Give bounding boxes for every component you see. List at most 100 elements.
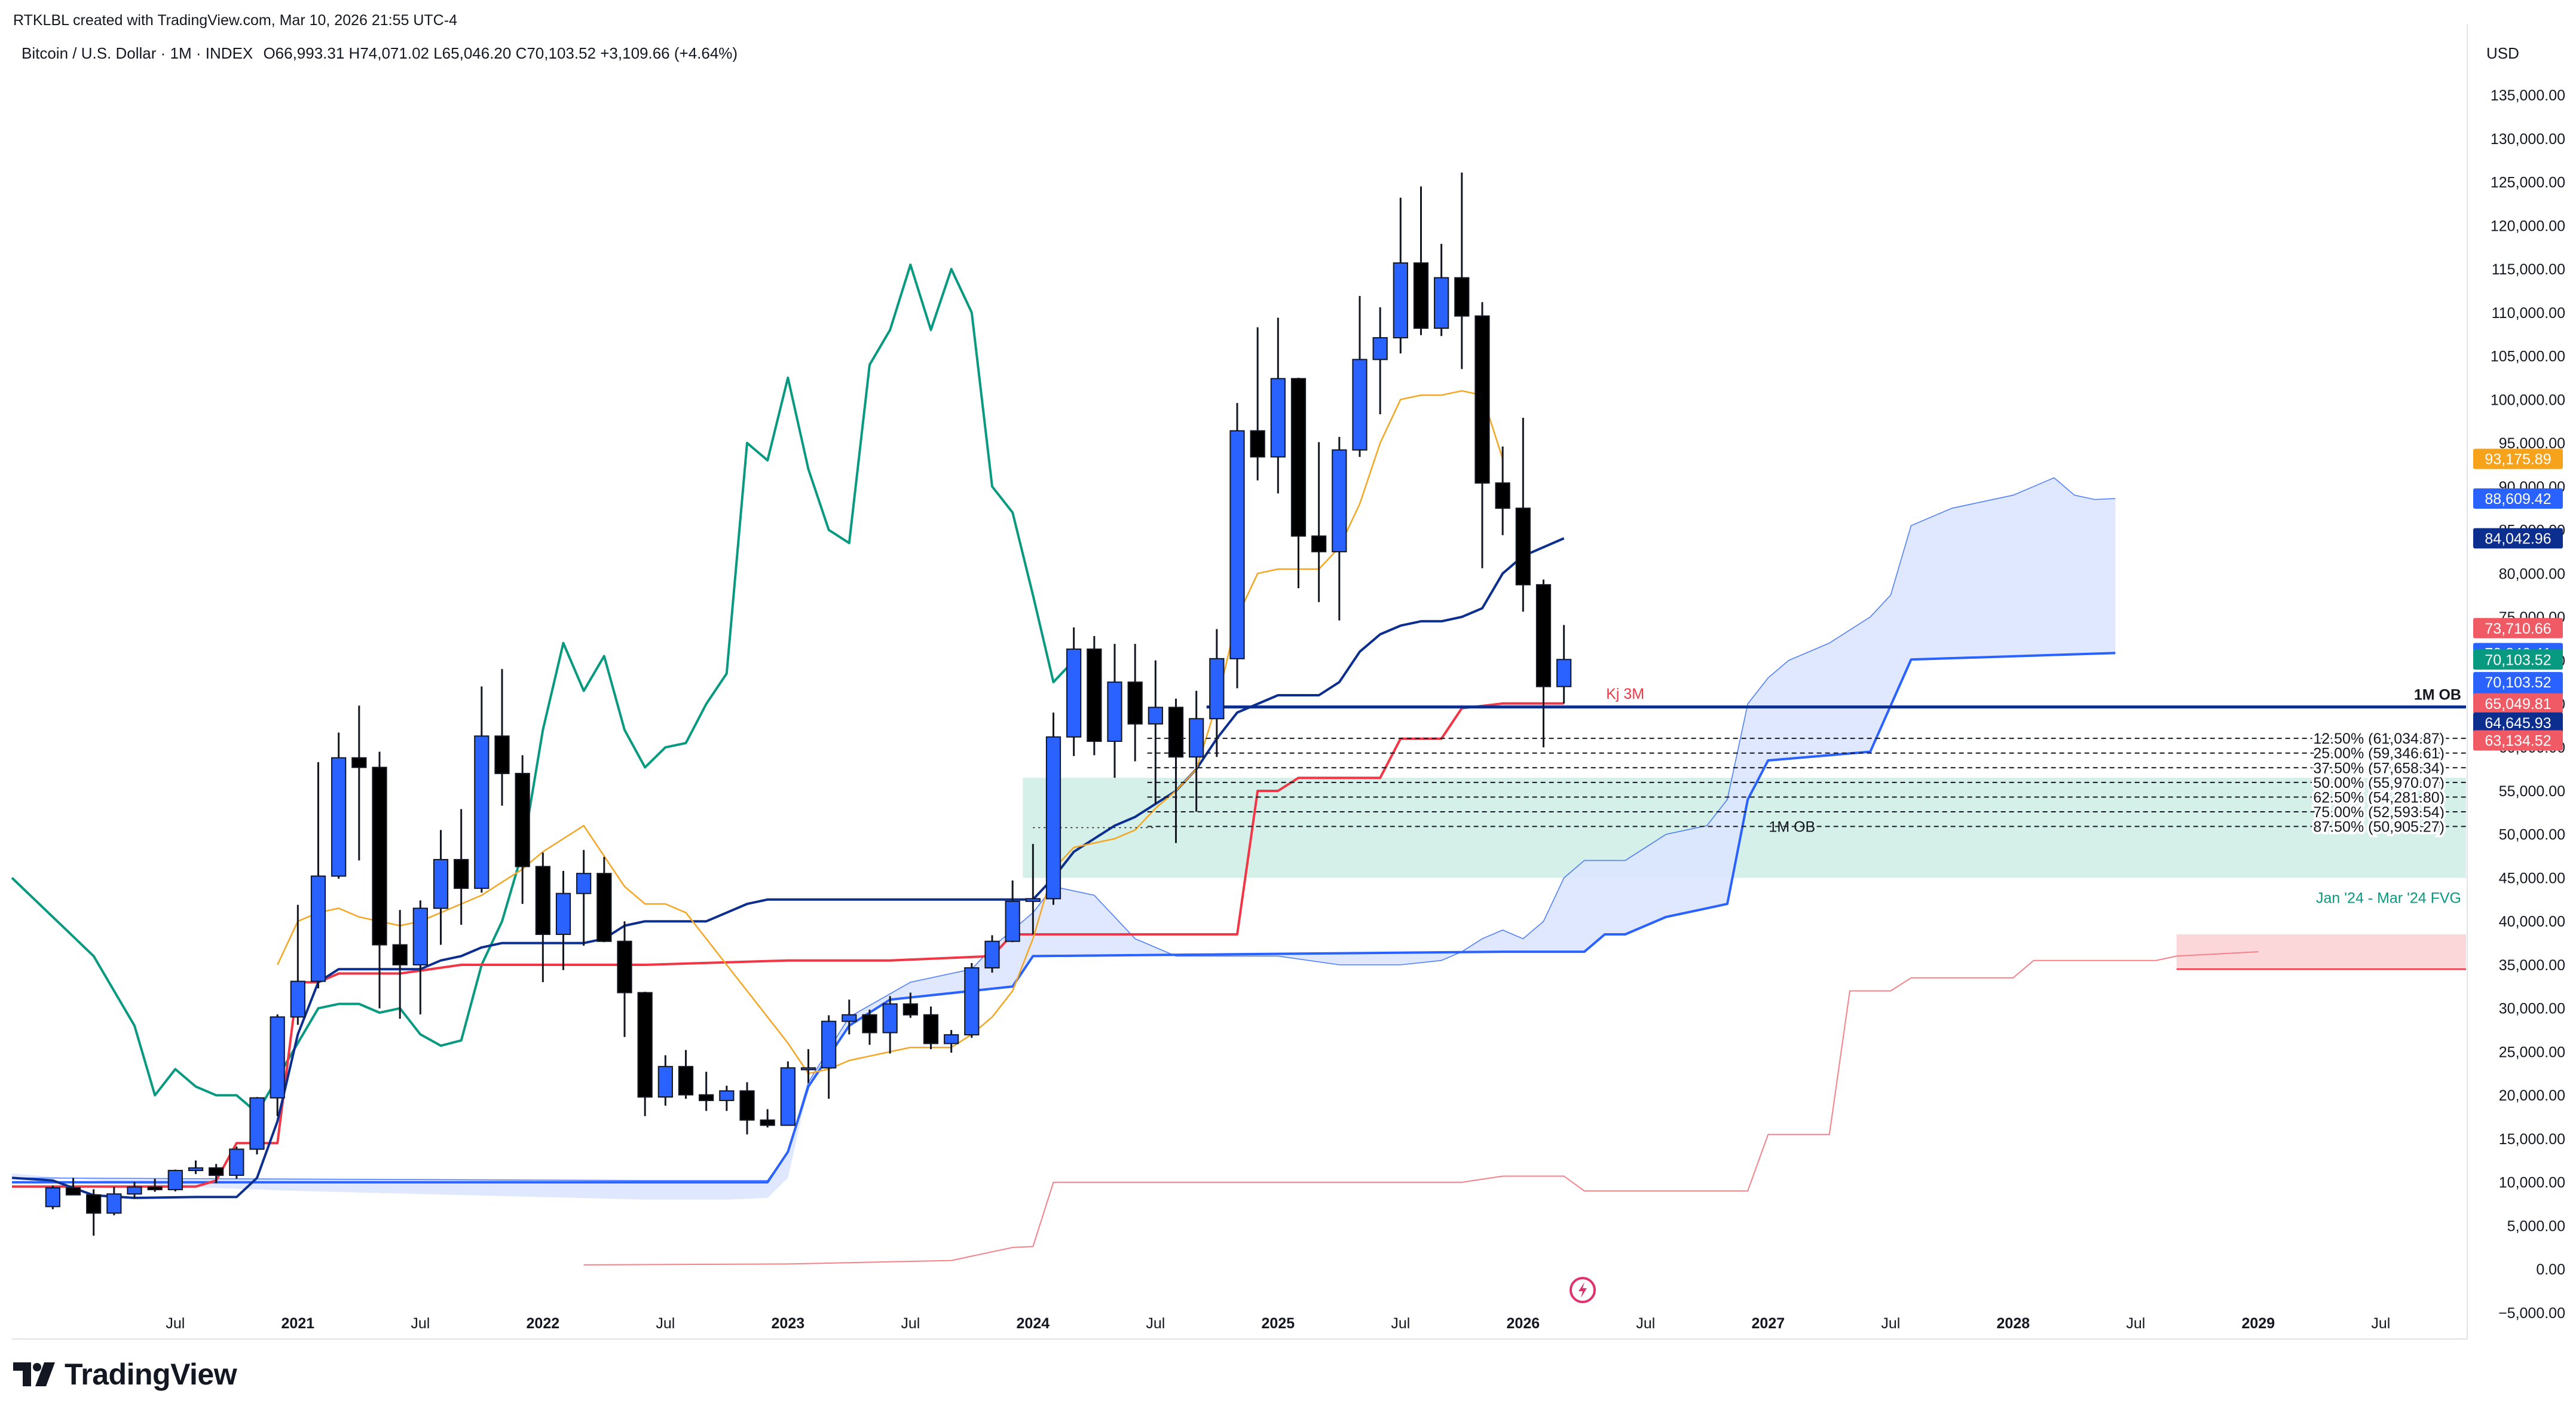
candle[interactable] [392,944,408,965]
candle[interactable] [1127,681,1143,725]
candle[interactable] [86,1194,102,1214]
candle[interactable] [1045,736,1061,900]
candle[interactable] [106,1193,122,1214]
fib-label: 12.50% (61,034.87) [2313,730,2445,747]
lightning-bolt-icon[interactable] [1570,1277,1596,1303]
candle[interactable] [882,1003,898,1034]
candle[interactable] [127,1186,142,1195]
candle[interactable] [45,1187,60,1208]
candle[interactable] [1393,262,1408,339]
candle[interactable] [1352,359,1367,451]
candle[interactable] [760,1119,775,1126]
candle[interactable] [1495,482,1510,509]
candle[interactable] [944,1034,959,1044]
candle[interactable] [1290,378,1307,537]
candle[interactable] [657,1066,673,1098]
y-tick-label: 45,000.00 [2499,870,2565,887]
fib-label: 62.50% (54,281.80) [2313,789,2445,806]
candle[interactable] [1005,900,1020,942]
candle[interactable] [1413,262,1429,329]
candle[interactable] [1066,648,1082,738]
candle[interactable] [637,992,653,1098]
candle[interactable] [515,772,530,867]
y-tick-label: 5,000.00 [2507,1218,2565,1234]
candle[interactable] [1474,315,1490,484]
candle[interactable] [331,757,347,877]
candle[interactable] [617,940,632,994]
candle[interactable] [1515,508,1531,586]
ichimoku-cloud [12,478,2116,1200]
candle[interactable] [1189,718,1204,758]
candle[interactable] [494,735,510,774]
fib-label: 75.00% (52,593.54) [2313,804,2445,821]
currency-label[interactable]: USD [2486,44,2519,62]
candle[interactable] [249,1097,265,1150]
price-tag [2473,712,2563,733]
candle[interactable] [209,1167,224,1176]
candle[interactable] [780,1067,796,1126]
candle[interactable] [412,907,428,965]
candle[interactable] [433,858,449,909]
y-tick-label: 20,000.00 [2499,1087,2565,1104]
x-tick-label: Jul [1391,1315,1410,1332]
candles[interactable] [45,172,1572,1236]
candle[interactable] [65,1187,81,1196]
candle[interactable] [719,1090,735,1101]
candle[interactable] [270,1016,285,1099]
candle[interactable] [474,735,489,889]
x-tick-label: Jul [2371,1315,2390,1332]
candle[interactable] [1209,658,1225,720]
candle[interactable] [800,1067,816,1071]
candle[interactable] [596,873,612,942]
candle[interactable] [902,1003,918,1016]
candle[interactable] [678,1066,694,1096]
tradingview-logo[interactable]: TradingView [13,1357,237,1392]
axes[interactable]: −5,000.00 0.00 5,000.00 10,000.00 15,000.00 2… [166,87,2565,1332]
fib-label: 37.50% (57,658.34) [2313,760,2445,777]
candle[interactable] [923,1014,939,1044]
candle[interactable] [372,766,387,946]
candle[interactable] [1556,659,1572,687]
candle[interactable] [1168,707,1184,758]
candle[interactable] [1107,681,1122,742]
candle[interactable] [1372,337,1388,360]
candle[interactable] [310,875,326,982]
candle[interactable] [1250,430,1265,458]
x-tick-label: 2027 [1752,1315,1785,1332]
price-tag [2473,618,2563,638]
y-tick-label: 10,000.00 [2499,1175,2565,1191]
candle[interactable] [821,1020,837,1069]
candle[interactable] [1311,535,1327,552]
candle[interactable] [964,967,980,1036]
candle[interactable] [1434,277,1449,329]
candle[interactable] [699,1094,714,1101]
candle[interactable] [576,873,592,894]
candle[interactable] [862,1014,877,1034]
candle[interactable] [147,1186,163,1191]
candle[interactable] [351,757,367,768]
candle[interactable] [842,1014,857,1022]
candle[interactable] [984,940,1000,969]
x-tick-label: 2021 [282,1315,315,1332]
candle[interactable] [1270,378,1286,458]
candle[interactable] [1148,707,1163,725]
candle[interactable] [167,1170,183,1191]
candle[interactable] [1535,584,1552,687]
candle[interactable] [188,1167,204,1172]
candle[interactable] [454,858,469,889]
y-tick-label: 110,000.00 [2492,305,2565,322]
candle[interactable] [1332,449,1347,552]
candle[interactable] [290,980,305,1018]
candle[interactable] [535,866,550,936]
candle[interactable] [1454,277,1470,317]
tradingview-logo-icon [13,1362,55,1386]
blue-base-line [12,652,2116,1184]
candle[interactable] [1025,898,1041,902]
candle[interactable] [555,892,571,936]
candle[interactable] [1087,648,1102,742]
candle[interactable] [739,1090,755,1121]
candle[interactable] [229,1148,244,1176]
chart-labels: Jan '24 - Mar '24 FVG 1M OB Kj 3M [1606,686,2461,907]
candle[interactable] [1229,430,1245,659]
